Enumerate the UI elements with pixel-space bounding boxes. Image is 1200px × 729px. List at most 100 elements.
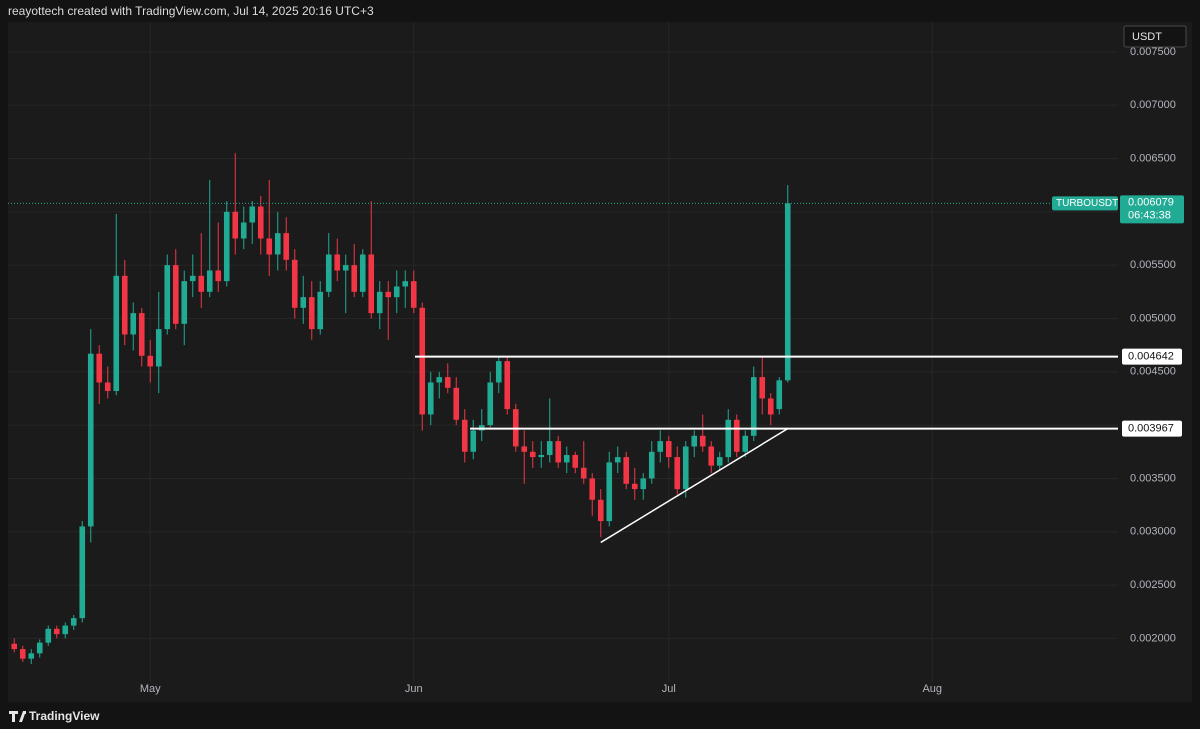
trend-line <box>600 427 789 544</box>
y-tick-label: 0.002000 <box>1130 632 1176 644</box>
candle-body <box>665 441 672 458</box>
candle-body <box>716 457 723 466</box>
candle-body <box>19 649 26 659</box>
candle-body <box>538 454 545 458</box>
y-tick-label: 0.007000 <box>1130 99 1176 111</box>
candle-body <box>249 206 256 223</box>
candle-body <box>308 297 315 330</box>
y-tick-label: 0.002500 <box>1130 579 1176 591</box>
currency-label[interactable]: USDT <box>1132 31 1162 43</box>
candle-body <box>589 478 596 500</box>
candle-body <box>563 454 570 463</box>
logo-icon <box>9 711 26 722</box>
candle-body <box>742 435 749 452</box>
candle-body <box>351 265 358 292</box>
candle-body <box>257 206 264 239</box>
candle-body <box>181 281 188 324</box>
candle-body <box>410 281 417 308</box>
candle-body <box>11 643 18 650</box>
candle-body <box>334 254 341 271</box>
candle-body <box>776 380 783 410</box>
candle-body <box>189 275 196 282</box>
candle-body <box>597 499 604 522</box>
candle-body <box>453 387 460 420</box>
chart-title: reayottech created with TradingView.com,… <box>8 4 374 18</box>
candle-body <box>87 353 94 527</box>
candle-body <box>623 457 630 484</box>
candle-body <box>402 281 409 287</box>
y-tick-label: 0.003000 <box>1130 526 1176 538</box>
candle-body <box>495 361 502 383</box>
candle-body <box>631 483 638 490</box>
y-tick-label: 0.005000 <box>1130 312 1176 324</box>
candle-body <box>699 435 706 447</box>
symbol-label: TURBOUSDT <box>1056 198 1118 209</box>
x-tick-label: Aug <box>922 683 942 695</box>
candle-body <box>529 451 536 458</box>
candle-body <box>708 446 715 466</box>
countdown-label: 06:43:38 <box>1128 209 1171 221</box>
candle-body <box>572 454 579 468</box>
candle-body <box>784 203 791 381</box>
candle-body <box>691 435 698 447</box>
candle-body <box>317 291 324 330</box>
x-tick-label: May <box>140 683 161 695</box>
x-tick-label: Jun <box>405 683 423 695</box>
candle-body <box>232 211 239 239</box>
candle-body <box>461 419 468 452</box>
candle-body <box>300 297 307 308</box>
candle-body <box>504 361 511 410</box>
candle-body <box>206 270 213 292</box>
candle-body <box>96 353 103 383</box>
candle-body <box>155 329 162 367</box>
y-tick-label: 0.004500 <box>1130 366 1176 378</box>
price-box <box>1120 195 1184 224</box>
candle-body <box>70 618 77 626</box>
candle-body <box>198 275 205 292</box>
level-label: 0.003967 <box>1128 423 1174 435</box>
y-tick-label: 0.006500 <box>1130 152 1176 164</box>
x-tick-label: Jul <box>662 683 676 695</box>
candle-body <box>376 291 383 314</box>
candle-body <box>223 211 230 282</box>
candle-body <box>342 265 349 271</box>
candle-body <box>113 275 120 391</box>
candle-body <box>325 254 332 292</box>
candle-body <box>393 286 400 298</box>
marks <box>11 153 791 665</box>
candle-body <box>640 478 647 490</box>
candle-body <box>53 628 60 635</box>
candle-body <box>274 233 281 255</box>
candle-body <box>648 451 655 479</box>
brand-name: TradingView <box>29 709 100 723</box>
candle-body <box>215 270 222 282</box>
candle-body <box>657 441 664 452</box>
candle-body <box>759 377 766 399</box>
candle-body <box>121 275 128 335</box>
symbol-box <box>1052 196 1118 211</box>
candle-body <box>444 377 451 388</box>
candle-body <box>138 313 145 356</box>
candle-body <box>164 265 171 330</box>
candle-body <box>521 446 528 452</box>
candle-body <box>614 457 621 463</box>
candle-body <box>674 457 681 490</box>
candle-body <box>28 653 35 659</box>
candle-body <box>682 446 689 490</box>
candle-body <box>36 642 43 654</box>
candle-body <box>750 377 757 436</box>
currency-button[interactable] <box>1123 25 1187 48</box>
candle-body <box>555 441 562 463</box>
candle-body <box>291 259 298 308</box>
candle-body <box>62 625 69 635</box>
y-tick-label: 0.007500 <box>1130 46 1176 58</box>
brand-logo: TradingView <box>9 709 100 723</box>
overlay: 0.004642 0.003967 TURBOUSDT 0.00607906:43:3… <box>8 195 1184 544</box>
candle-body <box>487 382 494 426</box>
candle-body <box>767 398 774 415</box>
plot-background <box>8 22 1192 702</box>
candle-body <box>130 313 137 335</box>
candle-body <box>419 307 426 415</box>
candle-body <box>470 430 477 452</box>
